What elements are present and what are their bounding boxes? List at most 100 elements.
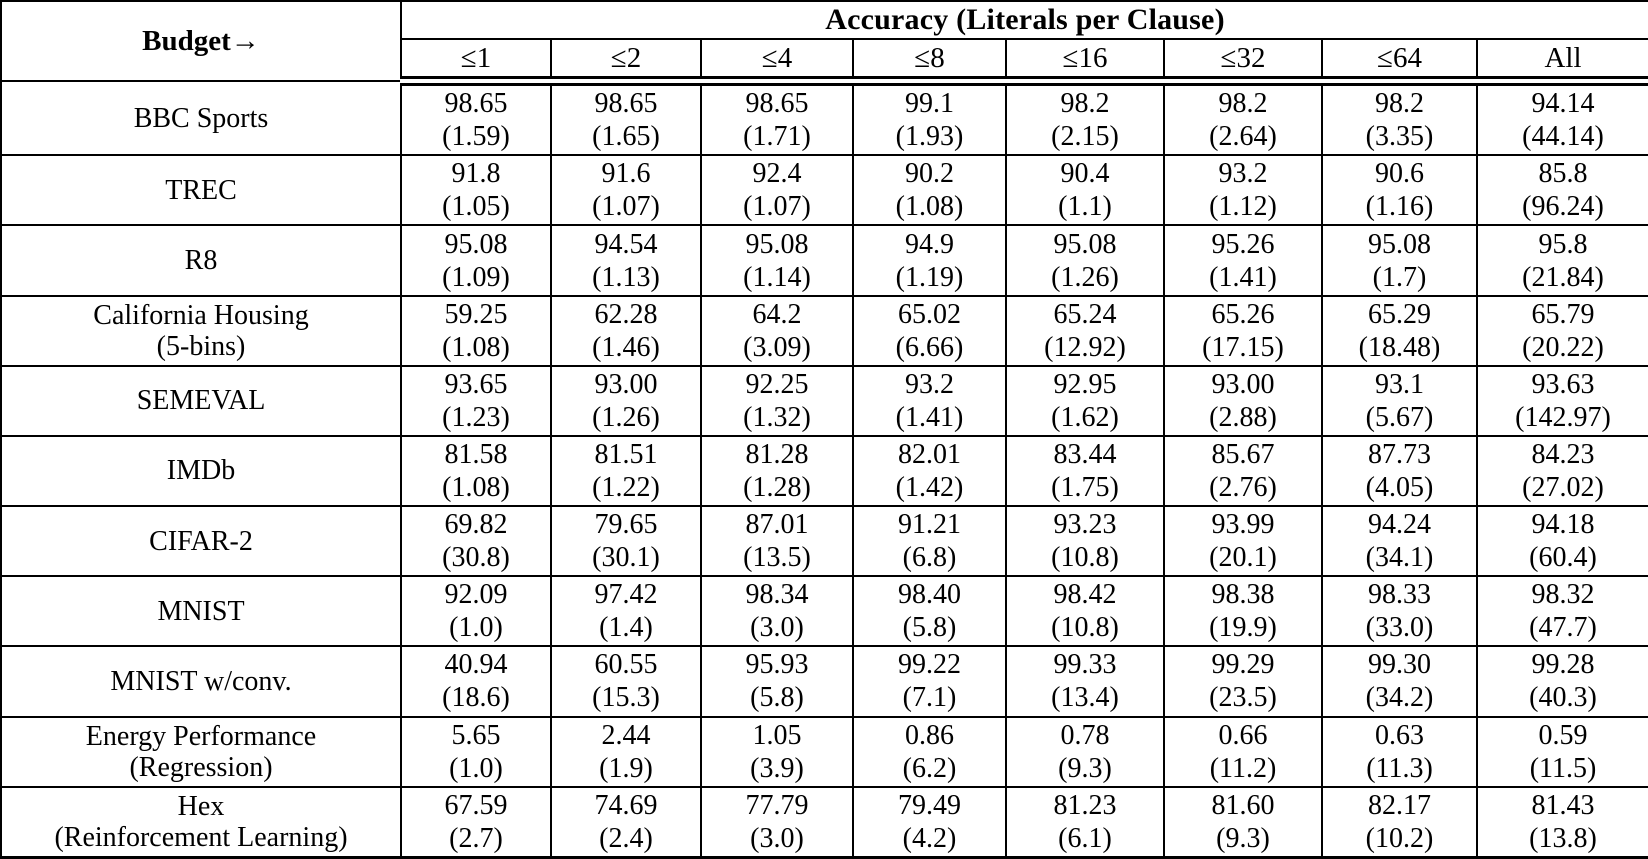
literals-per-clause-value: (3.9) (750, 752, 804, 784)
literals-per-clause-value: (2.7) (449, 822, 503, 854)
accuracy-value: 95.26 (1211, 228, 1275, 260)
accuracy-cell: 65.26 (17.15) (1163, 294, 1323, 367)
col-header-le1: ≤1 (400, 38, 552, 86)
dataset-name: BBC Sports (133, 102, 269, 134)
literals-per-clause-value: (1.12) (1209, 191, 1277, 223)
literals-per-clause-value: (5.67) (1365, 401, 1434, 433)
accuracy-value: 92.25 (745, 368, 809, 400)
literals-per-clause-value: (6.1) (1058, 822, 1112, 854)
literals-per-clause-value: (47.7) (1529, 612, 1597, 644)
dataset-name: TREC (165, 174, 237, 206)
column-header-row: ≤1 ≤2 ≤4 ≤8 ≤16 ≤32 ≤64 All (1, 38, 1648, 86)
accuracy-cell: 5.65 (1.0) (400, 715, 552, 788)
accuracy-cell: 94.14 (44.14) (1475, 79, 1648, 157)
accuracy-value: 77.79 (745, 789, 809, 821)
literals-per-clause-value: (1.41) (1209, 261, 1277, 293)
literals-per-clause-value: (1.05) (442, 191, 510, 223)
accuracy-cell: 62.28 (1.46) (550, 294, 702, 367)
accuracy-value: 95.08 (745, 228, 809, 260)
accuracy-cell: 98.2 (2.15) (1005, 79, 1165, 157)
accuracy-cell: 82.01 (1.42) (852, 434, 1007, 508)
accuracy-value: 90.2 (905, 158, 954, 190)
literals-per-clause-value: (10.8) (1051, 542, 1119, 574)
literals-per-clause-value: (1.0) (449, 612, 503, 644)
accuracy-cell: 92.09 (1.0) (400, 575, 552, 648)
dataset-label: California Housing (5-bins) (0, 294, 402, 367)
accuracy-value: 40.94 (444, 649, 508, 681)
accuracy-value: 65.02 (898, 298, 961, 330)
accuracy-cell: 83.44 (1.75) (1005, 434, 1165, 508)
accuracy-value: 87.73 (1368, 438, 1431, 470)
accuracy-value: 98.2 (1218, 88, 1268, 120)
accuracy-value: 90.4 (1060, 158, 1110, 190)
accuracy-cell: 99.1 (1.93) (852, 79, 1007, 157)
accuracy-value: 79.65 (594, 509, 658, 541)
literals-per-clause-value: (1.28) (743, 471, 811, 503)
accuracy-cell: 1.05 (3.9) (700, 715, 854, 788)
group-header-label: Accuracy (Literals per Clause) (399, 0, 1648, 40)
dataset-name: Hex (177, 790, 225, 822)
dataset-name: MNIST (157, 595, 245, 627)
budget-header-cell: Budget→ (0, 0, 402, 82)
accuracy-cell: 87.01 (13.5) (700, 505, 854, 578)
table-row: TREC 91.8 (1.05) 91.6 (1.07) 92.4 (1.07) 90.2 (1… (0, 154, 1648, 227)
dataset-label: Hex (Reinforcement Learning) (0, 785, 402, 859)
literals-per-clause-value: (1.32) (743, 401, 811, 433)
dataset-name-subline: (Regression) (129, 751, 273, 783)
accuracy-value: 98.40 (898, 579, 961, 611)
literals-per-clause-value: (2.15) (1051, 121, 1119, 153)
accuracy-cell: 90.2 (1.08) (852, 154, 1007, 227)
accuracy-cell: 99.33 (13.4) (1005, 645, 1165, 718)
accuracy-cell: 95.08 (1.09) (400, 224, 552, 297)
accuracy-value: 93.99 (1211, 509, 1275, 541)
literals-per-clause-value: (3.35) (1365, 121, 1434, 153)
accuracy-value: 94.54 (594, 228, 658, 260)
literals-per-clause-value: (12.92) (1044, 331, 1126, 363)
literals-per-clause-value: (11.2) (1209, 752, 1277, 784)
accuracy-value: 93.23 (1053, 509, 1117, 541)
table-row: IMDb 81.58 (1.08) 81.51 (1.22) 81.28 (1.28) 82.… (0, 434, 1648, 508)
accuracy-cell: 99.22 (7.1) (852, 645, 1007, 718)
dataset-label: CIFAR-2 (0, 505, 402, 578)
accuracy-cell: 93.2 (1.41) (852, 364, 1007, 437)
accuracy-cell: 92.4 (1.07) (700, 154, 854, 227)
accuracy-cell: 93.00 (1.26) (550, 364, 702, 437)
budget-label: Budget→ (142, 24, 260, 57)
table-row: California Housing (5-bins) 59.25 (1.08) 62.… (0, 294, 1648, 367)
accuracy-value: 85.8 (1538, 158, 1588, 190)
accuracy-value: 99.1 (905, 88, 954, 120)
accuracy-cell: 98.38 (19.9) (1163, 575, 1323, 648)
col-header-le64: ≤64 (1321, 38, 1478, 86)
dataset-label: MNIST w/conv. (0, 645, 402, 718)
accuracy-cell: 95.93 (5.8) (700, 645, 854, 718)
accuracy-value: 81.60 (1211, 789, 1275, 821)
accuracy-value: 59.25 (444, 298, 508, 330)
accuracy-value: 91.6 (601, 158, 651, 190)
accuracy-value: 92.4 (752, 158, 802, 190)
literals-per-clause-value: (34.1) (1365, 542, 1434, 574)
literals-per-clause-value: (96.24) (1522, 191, 1604, 223)
literals-per-clause-value: (60.4) (1529, 542, 1597, 574)
accuracy-value: 98.65 (594, 88, 658, 120)
literals-per-clause-value: (1.65) (592, 121, 660, 153)
accuracy-value: 81.28 (745, 438, 809, 470)
table-row: SEMEVAL 93.65 (1.23) 93.00 (1.26) 92.25 (1.32)… (0, 364, 1648, 437)
accuracy-value: 2.44 (601, 719, 651, 751)
accuracy-value: 91.21 (898, 509, 961, 541)
accuracy-value: 98.32 (1531, 579, 1595, 611)
accuracy-value: 85.67 (1211, 438, 1275, 470)
literals-per-clause-value: (15.3) (592, 682, 660, 714)
literals-per-clause-value: (30.1) (592, 542, 660, 574)
accuracy-cell: 0.78 (9.3) (1005, 715, 1165, 788)
literals-per-clause-value: (1.13) (592, 261, 660, 293)
accuracy-cell: 93.65 (1.23) (400, 364, 552, 437)
col-header-le4: ≤4 (700, 38, 854, 86)
literals-per-clause-value: (3.09) (743, 331, 811, 363)
accuracy-cell: 98.32 (47.7) (1475, 575, 1648, 648)
accuracy-cell: 65.79 (20.22) (1475, 294, 1648, 367)
accuracy-cell: 81.51 (1.22) (550, 434, 702, 508)
literals-per-clause-value: (11.5) (1529, 752, 1597, 784)
literals-per-clause-value: (1.22) (592, 471, 660, 503)
accuracy-value: 64.2 (752, 298, 802, 330)
